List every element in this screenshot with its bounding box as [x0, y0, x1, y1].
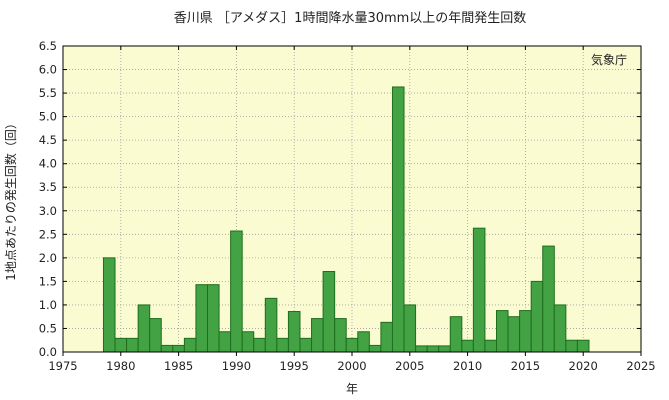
- x-tick-label: 1990: [222, 359, 251, 373]
- bar-2013: [496, 310, 509, 353]
- y-tick-label: 6.5: [39, 39, 57, 53]
- y-tick-label: 2.5: [39, 227, 57, 241]
- y-tick-label: 0.5: [39, 321, 57, 335]
- bar-2008: [438, 345, 451, 353]
- bar-2005: [403, 304, 417, 353]
- y-tick-label: 3.5: [39, 180, 57, 194]
- grid-lines: [63, 46, 641, 352]
- y-axis-label: 1地点あたりの発生回数（回）: [3, 117, 18, 281]
- bar-1991: [241, 331, 255, 353]
- x-tick-label: 2025: [626, 359, 655, 373]
- bar-2018: [553, 304, 567, 353]
- bar-2016: [530, 280, 544, 353]
- bar-1982: [137, 304, 151, 353]
- x-tick-label: 1985: [164, 359, 193, 373]
- bar-1980: [114, 337, 128, 353]
- bar-1983: [149, 318, 162, 353]
- bar-2019: [565, 339, 578, 353]
- y-tick-label: 3.0: [39, 204, 57, 218]
- bar-1994: [276, 337, 289, 353]
- x-axis-ticks: 1975 1980 1985 1990 1995 2000 2005 2010 2015 2020…: [48, 46, 656, 373]
- credit-label: 気象庁: [591, 52, 627, 67]
- y-tick-label: 4.0: [39, 157, 57, 171]
- y-tick-label: 1.0: [39, 298, 57, 312]
- y-tick-label: 5.0: [39, 110, 57, 124]
- x-tick-label: 2005: [395, 359, 424, 373]
- bar-1998: [322, 270, 336, 353]
- y-tick-label: 5.5: [39, 86, 57, 100]
- bar-1993: [264, 297, 278, 353]
- bar-2001: [357, 331, 370, 353]
- x-tick-label: 2015: [511, 359, 540, 373]
- bar-2014: [507, 316, 521, 353]
- y-tick-label: 1.5: [39, 274, 57, 288]
- bar-2007: [426, 345, 440, 353]
- y-tick-label: 2.0: [39, 251, 57, 265]
- x-tick-label: 1980: [106, 359, 135, 373]
- y-axis-ticks: 0.0 0.5 1.0 1.5 2.0 2.5 3.0 3.5 4.0 4.5 5.0 5.5 6.0 6…: [39, 39, 641, 359]
- x-axis-label: 年: [346, 382, 358, 396]
- bar-1992: [253, 337, 266, 353]
- bar-2006: [415, 345, 428, 353]
- bar-1988: [207, 284, 220, 353]
- bar-2009: [449, 316, 463, 353]
- x-tick-label: 1975: [48, 359, 77, 373]
- bar-1989: [218, 331, 232, 353]
- bar-2004: [391, 86, 405, 353]
- bar-1985: [172, 344, 185, 353]
- bar-1996: [299, 337, 313, 353]
- y-tick-label: 4.5: [39, 133, 57, 147]
- x-tick-label: 2000: [337, 359, 366, 373]
- bar-1981: [126, 337, 139, 353]
- x-tick-label: 2010: [453, 359, 482, 373]
- bar-1986: [183, 337, 197, 353]
- y-tick-label: 6.0: [39, 63, 57, 77]
- bar-2010: [461, 339, 474, 353]
- x-tick-label: 2020: [569, 359, 598, 373]
- bar-1984: [160, 344, 174, 353]
- bar-1997: [311, 318, 324, 353]
- chart-title: 香川県 ［アメダス］1時間降水量30mm以上の年間発生回数: [174, 11, 527, 26]
- bar-2000: [345, 337, 359, 353]
- y-tick-label: 0.0: [39, 345, 57, 359]
- bar-1990: [230, 230, 243, 353]
- bar-2011: [472, 227, 486, 353]
- bar-2020: [576, 339, 590, 353]
- bar-1979: [102, 257, 116, 353]
- bar-2017: [542, 245, 555, 353]
- bar-1999: [334, 318, 347, 353]
- bar-2003: [380, 321, 393, 353]
- bar-series: [102, 86, 590, 353]
- bar-1987: [195, 284, 209, 353]
- x-tick-label: 1995: [280, 359, 309, 373]
- bar-2012: [484, 339, 498, 353]
- bar-2002: [368, 344, 382, 353]
- bar-1995: [287, 311, 301, 353]
- bar-2015: [519, 310, 532, 353]
